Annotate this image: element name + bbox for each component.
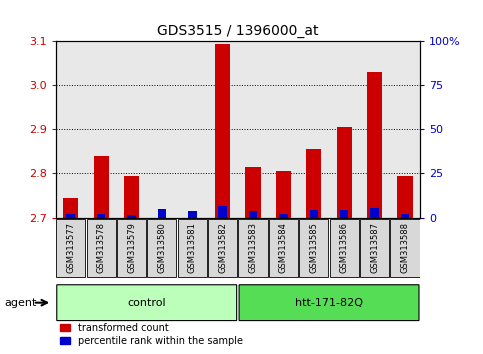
Bar xyxy=(276,171,291,218)
Bar xyxy=(398,176,412,218)
Bar xyxy=(340,210,349,218)
Text: GSM313581: GSM313581 xyxy=(188,222,197,273)
Bar xyxy=(215,44,230,218)
FancyBboxPatch shape xyxy=(86,219,116,277)
Text: GSM313579: GSM313579 xyxy=(127,222,136,273)
FancyBboxPatch shape xyxy=(360,219,389,277)
Bar xyxy=(218,206,227,218)
Title: GDS3515 / 1396000_at: GDS3515 / 1396000_at xyxy=(157,24,319,38)
Text: GSM313582: GSM313582 xyxy=(218,222,227,273)
Bar xyxy=(401,214,409,218)
FancyBboxPatch shape xyxy=(239,285,419,321)
Text: GSM313584: GSM313584 xyxy=(279,222,288,273)
Bar xyxy=(157,209,166,218)
Text: GSM313583: GSM313583 xyxy=(249,222,257,273)
FancyBboxPatch shape xyxy=(147,219,176,277)
Text: htt-171-82Q: htt-171-82Q xyxy=(295,298,363,308)
Text: GSM313587: GSM313587 xyxy=(370,222,379,273)
FancyBboxPatch shape xyxy=(299,219,328,277)
Text: GSM313585: GSM313585 xyxy=(309,222,318,273)
FancyBboxPatch shape xyxy=(117,219,146,277)
Bar xyxy=(337,127,352,218)
Bar xyxy=(63,198,78,218)
Bar xyxy=(94,156,109,218)
Bar xyxy=(279,214,288,218)
Bar xyxy=(367,72,382,218)
Text: agent: agent xyxy=(5,298,37,308)
Text: control: control xyxy=(128,298,166,308)
Bar xyxy=(306,149,322,218)
Text: GSM313588: GSM313588 xyxy=(400,222,410,273)
Bar xyxy=(249,211,257,218)
FancyBboxPatch shape xyxy=(57,285,237,321)
Legend: transformed count, percentile rank within the sample: transformed count, percentile rank withi… xyxy=(60,323,243,346)
FancyBboxPatch shape xyxy=(56,219,85,277)
FancyBboxPatch shape xyxy=(269,219,298,277)
FancyBboxPatch shape xyxy=(239,219,268,277)
Bar xyxy=(97,214,105,218)
Bar xyxy=(310,210,318,218)
FancyBboxPatch shape xyxy=(178,219,207,277)
Bar xyxy=(188,211,197,218)
FancyBboxPatch shape xyxy=(390,219,420,277)
Bar xyxy=(127,215,136,218)
Text: GSM313577: GSM313577 xyxy=(66,222,75,273)
Text: GSM313578: GSM313578 xyxy=(97,222,106,273)
Bar xyxy=(124,176,139,218)
FancyBboxPatch shape xyxy=(208,219,237,277)
Bar xyxy=(67,214,75,218)
Text: GSM313586: GSM313586 xyxy=(340,222,349,273)
Bar xyxy=(245,167,261,218)
FancyBboxPatch shape xyxy=(330,219,359,277)
Bar xyxy=(370,208,379,218)
Text: GSM313580: GSM313580 xyxy=(157,222,167,273)
